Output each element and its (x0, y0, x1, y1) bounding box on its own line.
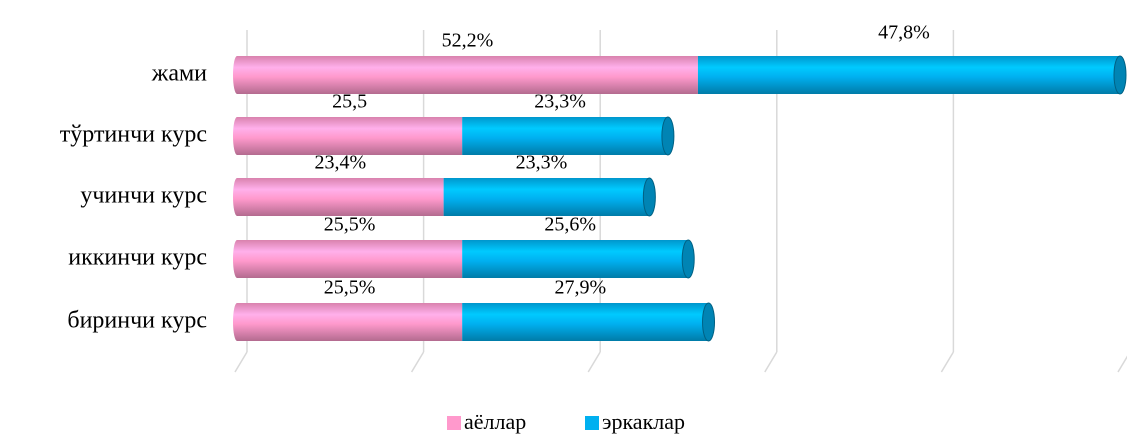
grid-line-depth (1117, 355, 1127, 373)
legend-label: аёллар (464, 409, 526, 434)
bar (697, 56, 1120, 94)
grid-line-depth (940, 351, 955, 373)
category-label: жами (151, 61, 207, 87)
legend-label: эркаклар (602, 409, 685, 434)
bar (443, 178, 650, 216)
bar (237, 240, 463, 278)
bar (237, 178, 444, 216)
value-label: 27,9% (555, 277, 607, 299)
bar (237, 117, 463, 155)
grid-line-depth (764, 351, 778, 373)
value-label: 23,3% (534, 91, 586, 113)
bar-cap (702, 302, 716, 342)
value-label: 25,5% (324, 277, 376, 299)
bar (462, 117, 668, 155)
category-label: тўртинчи курс (60, 122, 207, 148)
bar-cap (1113, 55, 1127, 95)
category-label: учинчи курс (80, 183, 207, 209)
category-label: иккинчи курс (68, 245, 207, 271)
grid-line-depth (234, 351, 248, 373)
value-label: 23,3% (516, 152, 568, 174)
grid-line-depth (587, 351, 601, 373)
legend-swatch (585, 416, 599, 430)
grid-line-depth (410, 351, 425, 373)
category-label: биринчи курс (67, 308, 207, 334)
value-label: 47,8% (878, 22, 930, 44)
bar (237, 56, 698, 94)
value-label: 25,6% (544, 214, 596, 236)
value-label: 25,5 (332, 91, 367, 113)
value-label: 23,4% (314, 152, 366, 174)
bar-cap (642, 177, 656, 217)
bar (237, 303, 463, 341)
bar-cap (661, 116, 675, 156)
bar (462, 240, 689, 278)
value-label: 52,2% (442, 30, 494, 52)
bar (462, 303, 709, 341)
bar-cap (681, 239, 695, 279)
legend-swatch (447, 416, 461, 430)
value-label: 25,5% (324, 214, 376, 236)
